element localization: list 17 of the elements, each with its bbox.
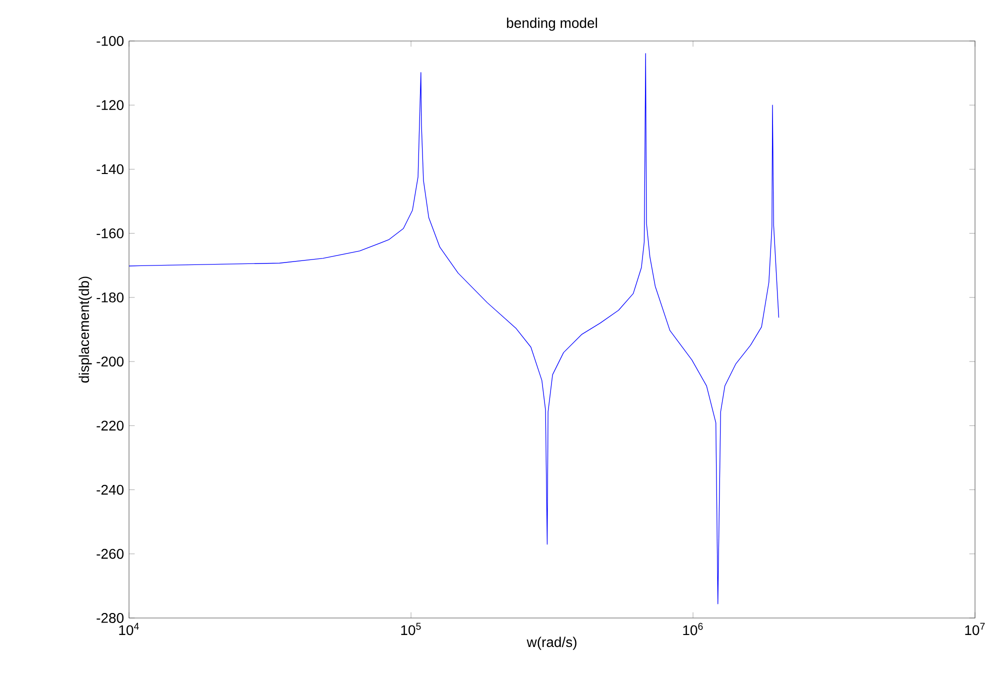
- x-tick-label: 10$^{7}$: [965, 622, 985, 636]
- y-tick-label: -100: [96, 36, 124, 46]
- y-tick-label: -280: [96, 613, 124, 623]
- y-tick-label: -160: [96, 228, 124, 238]
- x-tick-label: 10$^{5}$: [401, 622, 421, 636]
- y-tick-label: -260: [96, 548, 124, 559]
- chart-title: bending model: [506, 18, 597, 31]
- y-tick-label: -180: [96, 292, 124, 302]
- y-tick-label: -140: [96, 164, 124, 174]
- y-tick-label: -220: [96, 420, 124, 431]
- x-tick-label: 10$^{4}$: [119, 622, 139, 636]
- y-tick-label: -200: [96, 356, 124, 367]
- x-axis-title: w(rad/s): [526, 636, 576, 650]
- y-tick-label: -240: [96, 484, 124, 495]
- y-axis-title: displacement(db): [78, 276, 92, 383]
- y-tick-label: -120: [96, 100, 124, 110]
- x-tick-label: 10$^{6}$: [683, 622, 703, 636]
